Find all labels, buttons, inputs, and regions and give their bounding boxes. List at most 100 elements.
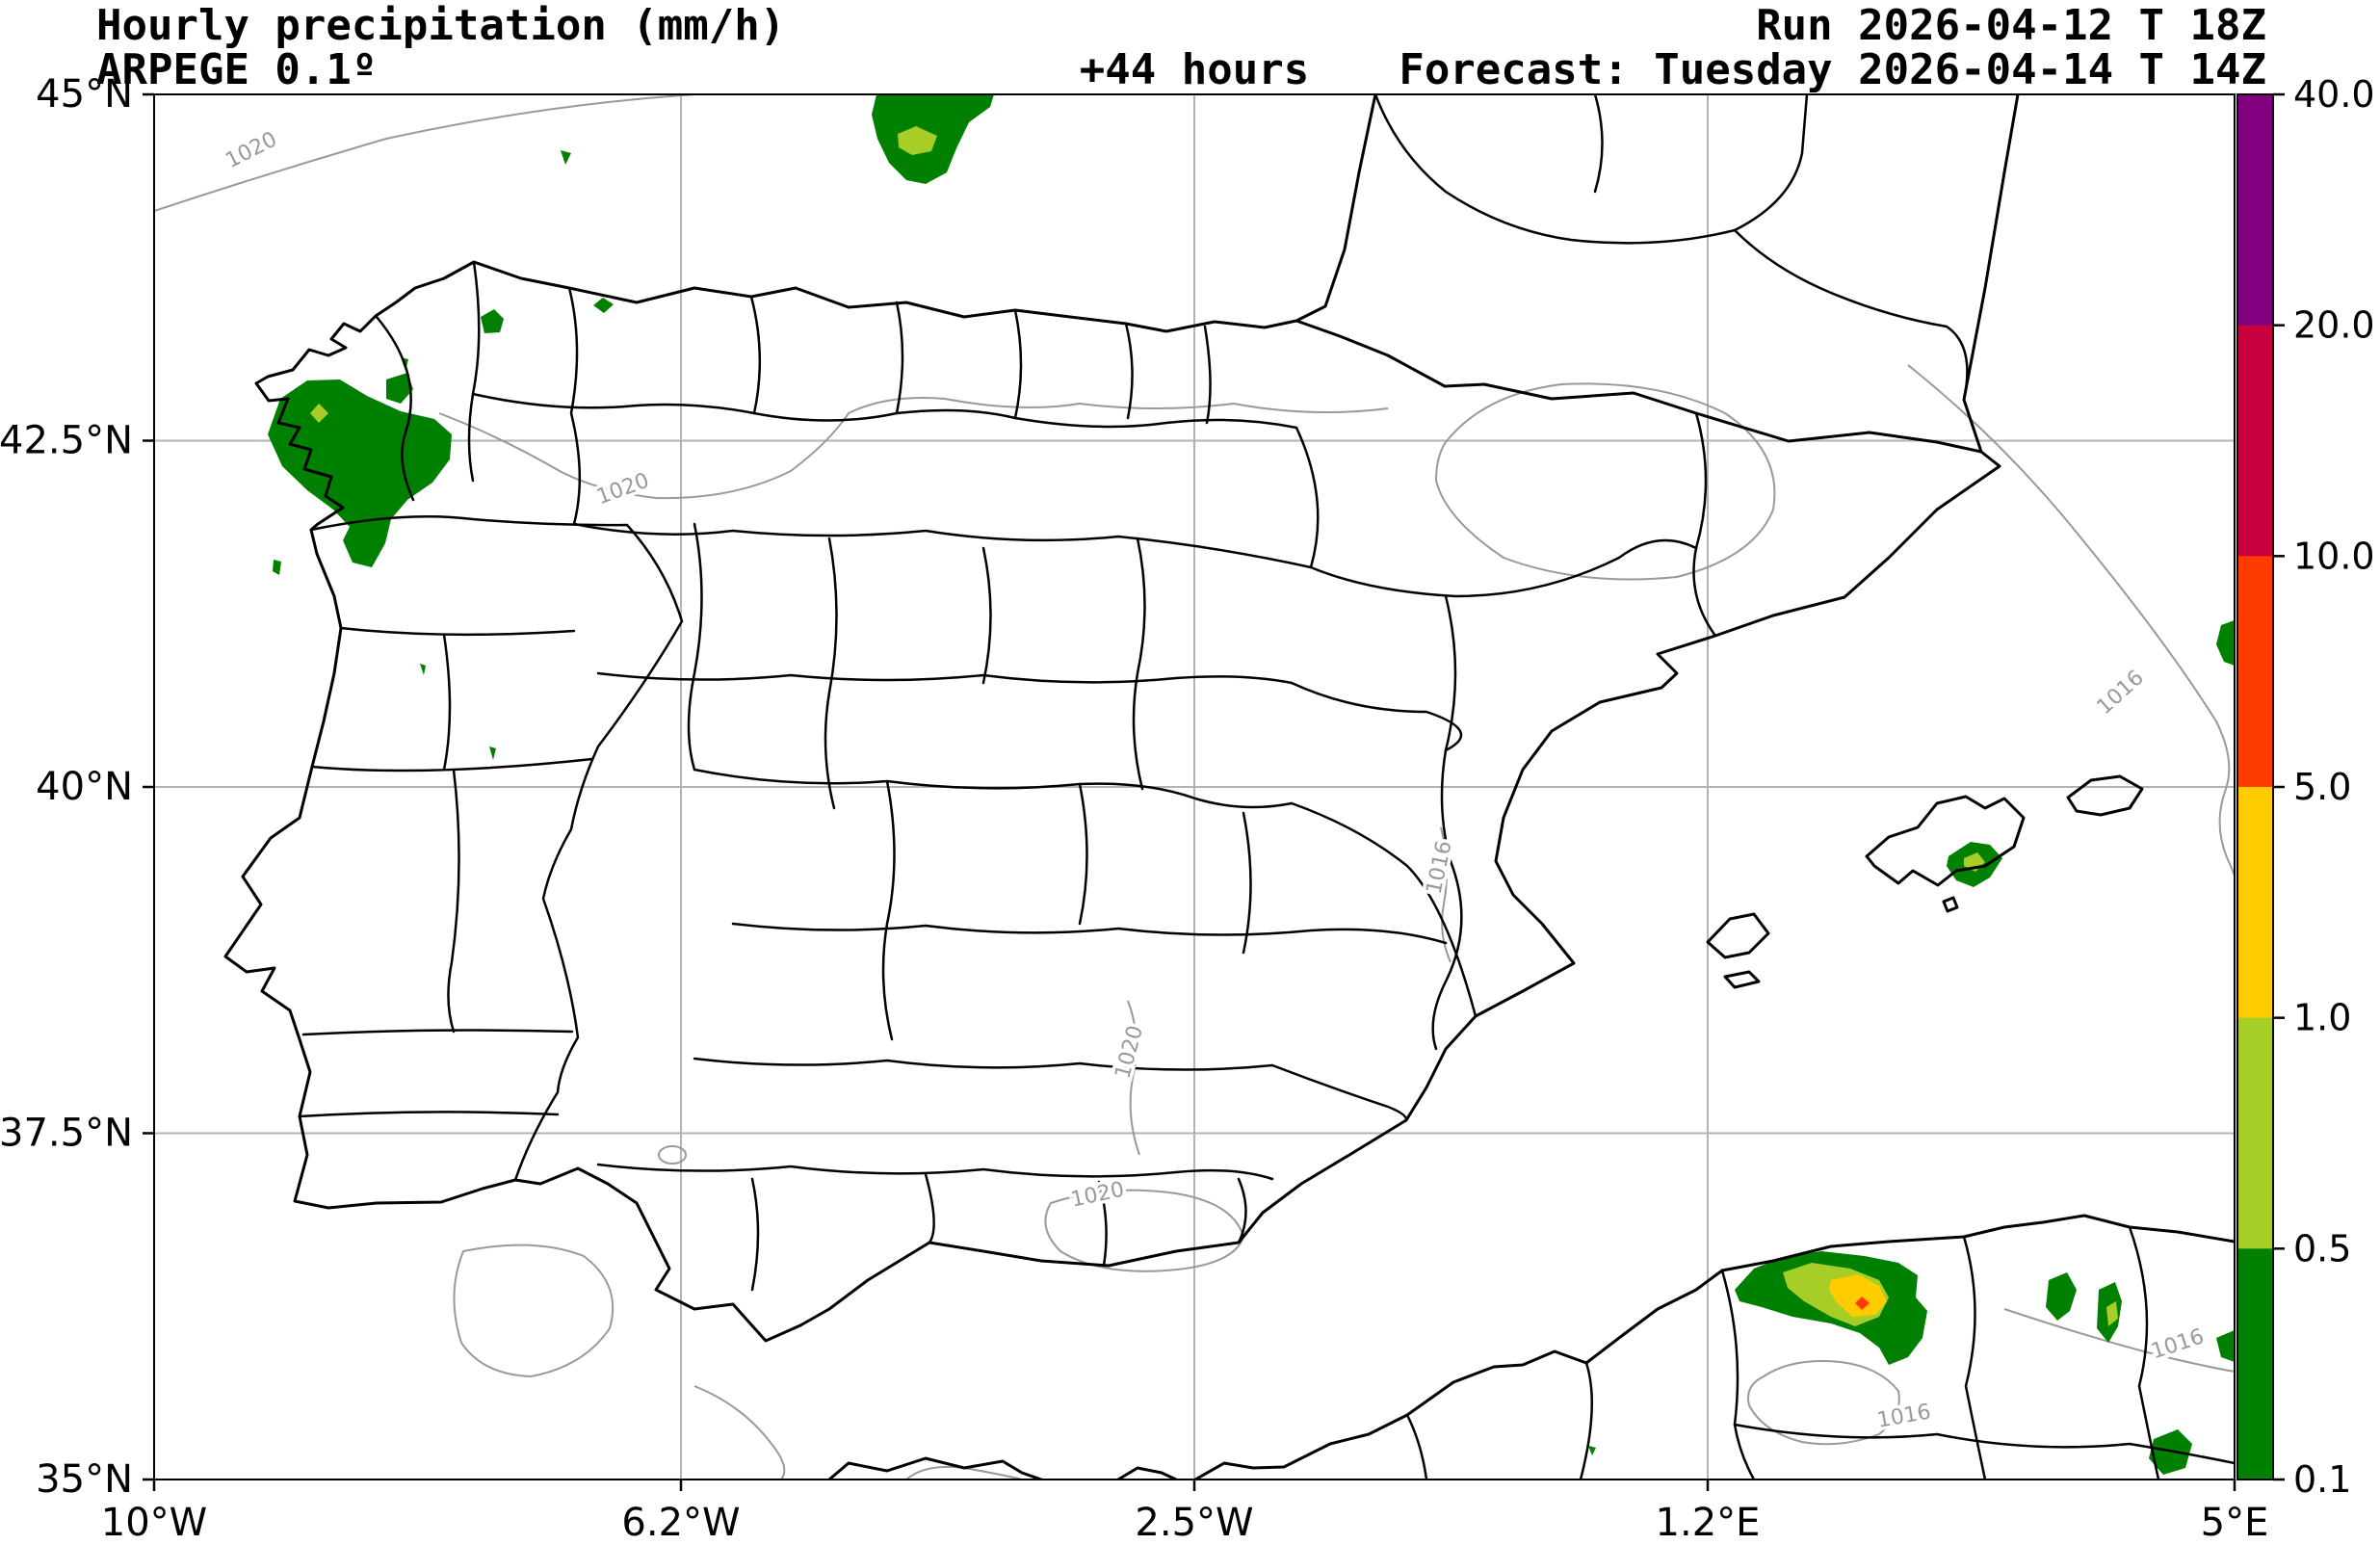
isobar-label: 1016: [1423, 839, 1457, 897]
province-border: [596, 1163, 1274, 1181]
district-border: [298, 1111, 560, 1118]
precip-algeria-red-core: [1855, 1296, 1870, 1310]
district-border: [339, 626, 576, 637]
africa-border: [1962, 1235, 1987, 1480]
isobar-contours: [154, 94, 2235, 1480]
africa-border: [1720, 1269, 1756, 1480]
france-region-border: [1593, 94, 1604, 194]
province-border: [1124, 322, 1134, 420]
isobar-label: 1016: [2148, 1324, 2207, 1364]
run-label: Run 2026-04-12 T 18Z: [1756, 1, 2266, 50]
province-border: [1203, 325, 1212, 425]
precip-speck: [489, 746, 496, 760]
precipitation-patches: [268, 94, 2235, 1475]
menorca-coastline: [2066, 774, 2144, 817]
admin-boundaries: [223, 94, 2235, 1480]
cabrera-coastline: [1942, 896, 1959, 913]
colorbar: 40.0 20.0 10.0 5.0 1.0 0.5 0.1: [2236, 73, 2375, 1501]
lat-tick-label: 37.5°N: [0, 1112, 133, 1156]
mallorca-coastline: [1865, 795, 2026, 887]
precip-speck: [1588, 1446, 1596, 1455]
colorbar-labels: 40.0 20.0 10.0 5.0 1.0 0.5 0.1: [2293, 73, 2375, 1501]
province-border: [1440, 594, 1457, 863]
isobar-label: 1020: [1069, 1178, 1127, 1213]
district-border: [310, 757, 594, 772]
page-title: Hourly precipitation (mm/h): [96, 1, 786, 50]
axis-ticks: [143, 92, 2236, 1491]
africa-coastline: [1193, 1214, 2235, 1480]
colorbar-segment-10-20: [2237, 325, 2273, 557]
colorbar-segment-5-10: [2237, 556, 2273, 788]
district-border: [442, 633, 452, 772]
province-border: [471, 392, 1298, 430]
morocco-coast: [1116, 1466, 1178, 1480]
precip-speck: [420, 664, 426, 675]
province-border: [1290, 801, 1478, 1018]
lon-tick-label: 2.5°W: [1135, 1501, 1253, 1545]
precip-algeria-blob-core: [2106, 1301, 2118, 1326]
province-border: [1078, 782, 1088, 926]
france-region-border: [1733, 94, 1809, 232]
province-border: [693, 1057, 1274, 1071]
africa-border: [2128, 1225, 2160, 1480]
precip-biscay-core: [898, 126, 937, 155]
precip-algeria-blob: [2046, 1272, 2077, 1321]
province-border: [1270, 1063, 1408, 1122]
colorbar-segment-20-40: [2237, 94, 2273, 326]
province-border: [749, 295, 762, 415]
formentera-coastline: [1723, 970, 1761, 989]
isobar-1016: [1747, 1360, 1900, 1446]
province-border: [1290, 681, 1463, 752]
precip-speck: [273, 560, 281, 575]
colorbar-segment-01-05: [2237, 1248, 2273, 1480]
axis-labels: 45°N 42.5°N 40°N 37.5°N 35°N 10°W 6.2°W …: [0, 72, 2268, 1545]
colorbar-tick-label: 20.0: [2293, 304, 2375, 347]
lat-tick-label: 35°N: [36, 1457, 133, 1502]
isobar-loop: [453, 1244, 615, 1378]
lon-tick-label: 5°E: [2201, 1501, 2269, 1545]
isobar-label: 1016: [2092, 666, 2148, 720]
colorbar-tick-label: 10.0: [2293, 535, 2375, 577]
precip-edge-blob: [2216, 1330, 2235, 1362]
precip-speck: [561, 150, 571, 165]
district-border: [447, 768, 460, 1034]
colorbar-segment-1-5: [2237, 787, 2273, 1018]
isobar-label: 1020: [1111, 1023, 1148, 1082]
isobar-labels: 1020 1020 1020 1020 1016 1016 1016 1016: [219, 124, 2210, 1436]
colorbar-tick-label: 0.1: [2293, 1458, 2351, 1501]
map-area: 1020 1020 1020 1020 1016 1016 1016 1016: [0, 72, 2268, 1545]
province-border: [824, 537, 838, 810]
isobar-label: 1020: [593, 469, 652, 511]
france-med-coast: [1962, 94, 2020, 454]
isobar-1020: [438, 397, 1389, 500]
province-border: [1309, 538, 1698, 598]
lon-tick-label: 10°W: [101, 1501, 207, 1545]
isobar-1016: [2003, 1308, 2235, 1373]
province-border: [1431, 859, 1463, 1051]
model-label: ARPEGE 0.1º: [96, 45, 378, 94]
isobar-1016: [1907, 364, 2235, 877]
province-border: [1097, 1180, 1108, 1268]
precip-asturias-blob: [481, 309, 504, 333]
colorbar-tick-label: 5.0: [2293, 766, 2351, 808]
province-border: [467, 260, 481, 483]
isobar-label: 1016: [1875, 1400, 1932, 1432]
france-atlantic-coast: [1295, 94, 1377, 323]
province-border: [981, 546, 992, 685]
province-border: [1237, 1177, 1247, 1244]
forecast-label: Forecast: Tuesday 2026-04-14 T 14Z: [1399, 45, 2266, 94]
lat-tick-label: 42.5°N: [0, 419, 133, 463]
colorbar-segment-05-1: [2237, 1017, 2273, 1249]
morocco-coast: [827, 1456, 1043, 1480]
isobar-1020: [1044, 1189, 1245, 1272]
precip-edge-blob: [2216, 620, 2235, 666]
africa-border: [1733, 1423, 2235, 1465]
colorbar-tick-label: 0.5: [2293, 1227, 2351, 1270]
isobar-1020: [154, 94, 695, 212]
isobar-loop: [1434, 382, 1776, 581]
precip-galicia-green: [268, 380, 452, 567]
isobar-segment: [693, 1385, 786, 1480]
province-border: [572, 522, 1313, 569]
